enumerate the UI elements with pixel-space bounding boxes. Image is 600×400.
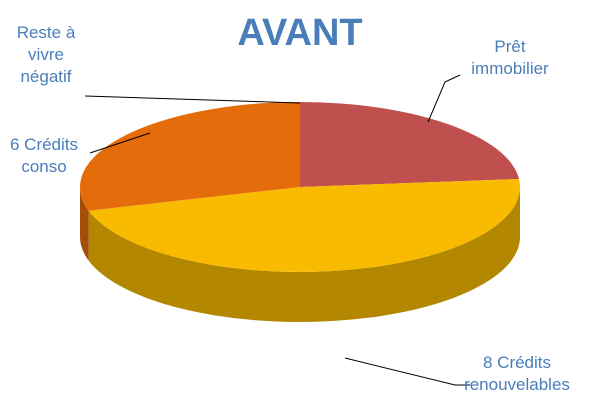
slice-label: Prêt immobilier (471, 37, 549, 78)
slice (300, 102, 520, 187)
leader-line (89, 132, 151, 154)
leader-line (344, 357, 470, 386)
slice (79, 102, 301, 211)
slice-side (80, 187, 89, 261)
slice-label: 8 Crédits renouvelables (464, 353, 570, 394)
slice-label: 6 Crédits conso (9, 135, 79, 176)
leader-line (427, 74, 461, 123)
slice-side (88, 187, 521, 322)
chart-title: AVANT (237, 12, 363, 54)
slice-label: Reste à vivre négatif (16, 23, 76, 86)
leader-lines (84, 74, 470, 386)
slice (88, 179, 521, 272)
leader-line (84, 95, 301, 104)
